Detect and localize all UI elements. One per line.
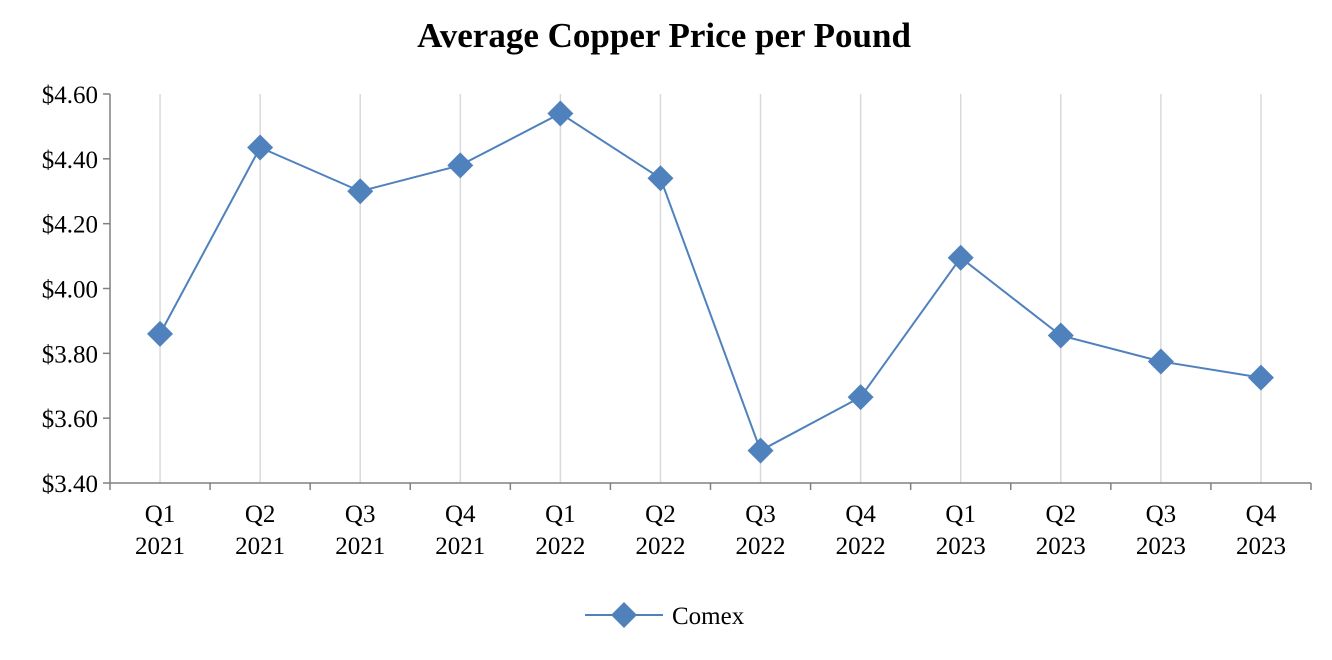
x-tick-label-quarter: Q1: [145, 501, 176, 528]
y-tick-label: $3.60: [42, 406, 98, 433]
x-axis-ticks: Q1 2021 Q2 2021 Q3 2021 Q4 2021 Q1 2022 Q2 2022 Q3 20…: [109, 483, 1312, 560]
data-point-9: [1047, 322, 1074, 349]
x-tick-label-year: 2021: [135, 533, 185, 560]
data-point-7: [847, 384, 874, 411]
series-line-comex: [159, 112, 1262, 453]
x-tick-label-quarter: Q3: [1146, 501, 1177, 528]
x-tick-label-quarter: Q1: [945, 501, 976, 528]
data-point-2: [347, 178, 374, 205]
data-point-11: [1247, 364, 1274, 391]
chart-title: Average Copper Price per Pound: [417, 16, 911, 55]
x-tick-label-year: 2023: [1036, 533, 1086, 560]
x-tick-label-quarter: Q2: [1046, 501, 1077, 528]
legend: Comex: [585, 602, 745, 630]
data-point-3: [447, 152, 474, 179]
y-tick-label: $4.00: [42, 277, 98, 304]
data-point-5: [647, 165, 674, 192]
x-tick-label-quarter: Q3: [345, 501, 376, 528]
x-tick-label-year: 2022: [635, 533, 685, 560]
x-tick-label-quarter: Q1: [545, 501, 576, 528]
x-tick-label-year: 2022: [535, 533, 585, 560]
legend-label-comex: Comex: [672, 603, 745, 630]
data-point-1: [247, 134, 274, 161]
legend-marker-diamond: [611, 602, 637, 628]
x-tick-label-quarter: Q2: [645, 501, 676, 528]
y-axis-ticks: $3.40 $3.60 $3.80 $4.00 $4.20 $4.40 $4.60: [42, 82, 110, 498]
axes: [109, 94, 1311, 484]
series-comex: [147, 100, 1274, 464]
x-tick-label-year: 2021: [435, 533, 485, 560]
data-point-8: [947, 244, 974, 271]
data-point-4: [547, 100, 574, 127]
x-tick-label-year: 2021: [235, 533, 285, 560]
x-tick-label-year: 2023: [1236, 533, 1286, 560]
y-tick-label: $3.80: [42, 341, 98, 368]
x-tick-label-quarter: Q4: [845, 501, 876, 528]
x-tick-label-quarter: Q4: [445, 501, 476, 528]
data-point-0: [147, 320, 174, 347]
x-tick-label-year: 2022: [736, 533, 786, 560]
y-tick-label: $3.40: [42, 471, 98, 498]
y-tick-label: $4.20: [42, 212, 98, 239]
x-tick-label-quarter: Q3: [745, 501, 776, 528]
x-tick-label-year: 2023: [936, 533, 986, 560]
gridlines: [159, 94, 1262, 483]
data-point-6: [747, 437, 774, 464]
x-tick-label-quarter: Q4: [1246, 501, 1277, 528]
x-tick-label-year: 2022: [836, 533, 886, 560]
x-tick-label-year: 2023: [1136, 533, 1186, 560]
y-tick-label: $4.40: [42, 147, 98, 174]
data-point-10: [1147, 348, 1174, 375]
x-tick-label-year: 2021: [335, 533, 385, 560]
x-tick-label-quarter: Q2: [245, 501, 276, 528]
y-tick-label: $4.60: [42, 82, 98, 109]
